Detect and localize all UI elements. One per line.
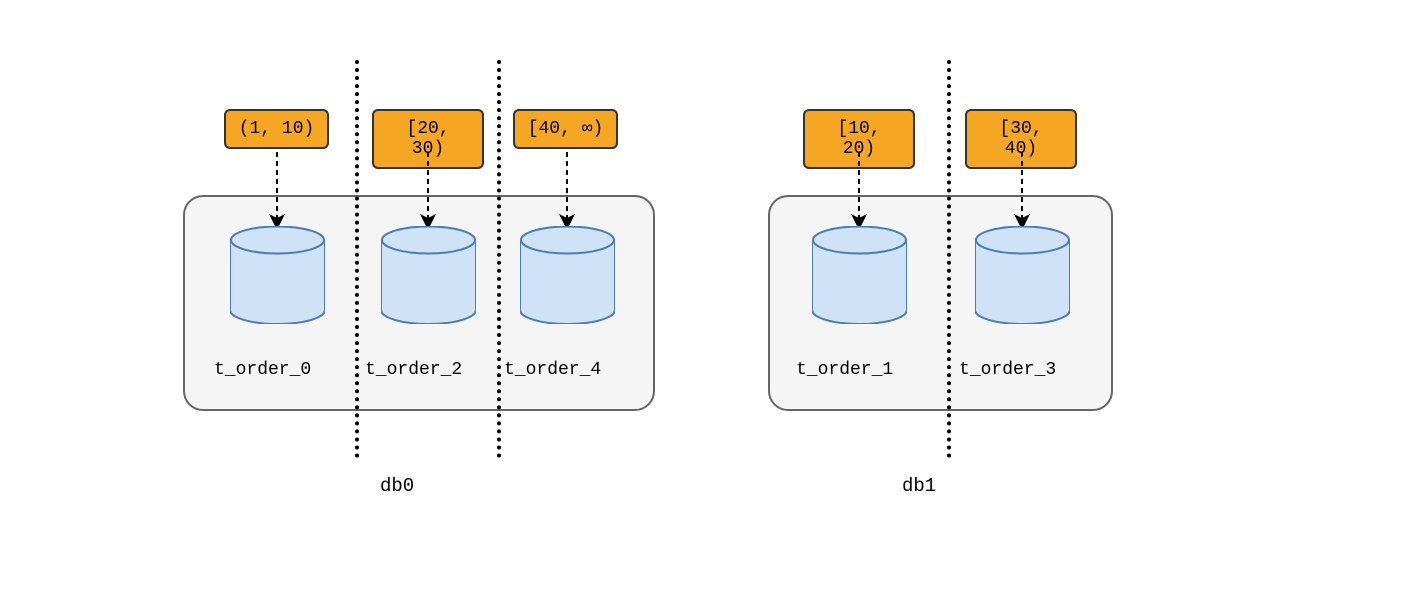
sharding-diagram: db0(1, 10) t_order_0[20, 30) t_order_2[4… <box>0 0 1404 590</box>
table-label-t_order_4: t_order_4 <box>504 360 601 380</box>
range-box-t_order_0: (1, 10) <box>224 109 329 149</box>
table-label-t_order_3: t_order_3 <box>959 360 1056 380</box>
divider-db1-0 <box>947 60 951 458</box>
db-label-db1: db1 <box>902 475 936 497</box>
cylinder-icon-t_order_0 <box>230 226 325 324</box>
table-label-t_order_1: t_order_1 <box>796 360 893 380</box>
db-label-db0: db0 <box>380 475 414 497</box>
cylinder-icon-t_order_2 <box>381 226 476 324</box>
table-label-t_order_2: t_order_2 <box>365 360 462 380</box>
table-label-t_order_0: t_order_0 <box>214 360 311 380</box>
divider-db0-0 <box>355 60 359 458</box>
cylinder-icon-t_order_4 <box>520 226 615 324</box>
cylinder-icon-t_order_1 <box>812 226 907 324</box>
cylinder-icon-t_order_3 <box>975 226 1070 324</box>
divider-db0-1 <box>497 60 501 458</box>
range-box-t_order_4: [40, ∞) <box>513 109 618 149</box>
